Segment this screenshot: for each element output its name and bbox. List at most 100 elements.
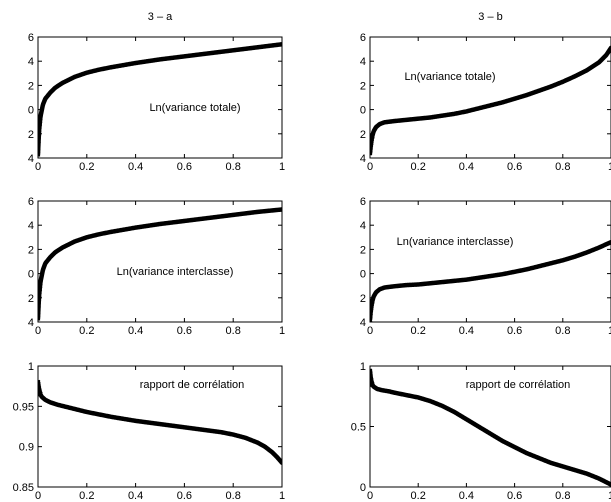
y-tick-label: 2 [28,244,34,256]
x-tick-label: 0.4 [128,161,143,173]
x-marker [38,309,41,315]
y-tick-label: 4 [360,56,366,68]
chart-title: 3 – b [478,11,502,23]
x-tick-label: 1 [608,325,611,337]
x-tick-label: 0.4 [128,325,143,337]
y-tick-label: 2 [360,293,366,305]
y-tick-label: 6 [28,196,34,208]
x-tick-label: 0.2 [79,490,94,502]
x-tick-label: 0.6 [177,161,192,173]
x-marker [38,296,42,302]
x-tick-label: 1 [608,161,611,173]
axes-frame [37,365,283,488]
x-tick-label: 0.8 [555,325,570,337]
x-tick-label: 0.6 [507,490,522,502]
y-tick-label: 2 [360,244,366,256]
x-tick-label: 1 [279,490,285,502]
x-tick-label: 0.4 [128,490,143,502]
start-markers [38,280,43,321]
series-curve [370,368,611,487]
y-tick-label: 4 [28,317,34,329]
x-tick-label: 0.8 [226,161,241,173]
y-tick-label: 4 [28,56,34,68]
y-tick-label: 4 [360,220,366,232]
x-marker [38,316,41,321]
annotation: Ln(variance interclasse) [397,236,514,248]
y-tick-label: 2 [28,129,34,141]
x-marker [38,131,42,137]
y-tick-label: 4 [28,153,34,165]
x-tick-label: 0 [367,490,373,502]
axes-frame [369,36,611,159]
x-marker [38,391,43,397]
y-tick-label: 0 [28,105,34,117]
y-tick-label: 0.95 [13,401,34,413]
annotation: Ln(variance interclasse) [117,266,234,278]
x-marker [370,377,374,383]
panel-6: 0 0.2 0.4 0.6 0.8 1 1 0.5 0 rapport de corrélatio… [351,361,611,502]
y-tick-label: 1 [360,361,366,373]
y-tick-label: 2 [28,293,34,305]
y-tick-label: 0 [360,269,366,281]
x-tick-label: 0.4 [459,325,474,337]
x-marker [370,298,375,304]
x-marker [38,145,41,150]
panel-3: 0 0.2 0.4 0.6 0.8 1 6 4 2 0 2 4 Ln(variance intercla… [28,196,285,337]
x-tick-label: 0.6 [177,490,192,502]
x-tick-label: 1 [279,325,285,337]
y-tick-label: 6 [28,32,34,44]
x-tick-label: 0.6 [507,161,522,173]
start-markers [38,379,43,397]
x-marker [38,302,41,308]
y-tick-label: 0 [360,482,366,494]
y-tick-label: 0.9 [19,442,34,454]
y-tick-label: 1 [28,361,34,373]
series-curve [38,379,282,466]
chart-title: 3 – a [148,11,173,23]
annotation: Ln(variance totale) [149,102,240,114]
x-marker [38,152,41,157]
x-marker [370,313,373,319]
y-tick-label: 0 [28,269,34,281]
start-markers [370,368,375,388]
y-tick-label: 4 [360,153,366,165]
y-tick-label: 4 [28,220,34,232]
annotation: rapport de corrélation [466,379,571,391]
x-tick-label: 0.2 [411,325,426,337]
x-tick-label: 0.2 [79,161,94,173]
x-tick-label: 0 [35,161,41,173]
x-tick-label: 0.4 [459,161,474,173]
panel-1: 3 – a 0 0.2 0.4 0.6 0.8 1 6 4 2 0 2 4 Ln(variance tot… [28,11,285,173]
series-curve [38,42,282,157]
x-marker [370,317,373,322]
x-tick-label: 0.6 [507,325,522,337]
start-markers [38,115,43,157]
x-marker [38,115,43,121]
x-marker [370,133,375,139]
x-tick-label: 0.2 [411,490,426,502]
x-tick-label: 0 [35,490,41,502]
series-curve [38,207,282,321]
x-tick-label: 0 [367,325,373,337]
x-tick-label: 0.2 [79,325,94,337]
x-marker [370,376,374,382]
start-markers [370,133,375,156]
y-tick-label: 2 [28,80,34,92]
start-markers [370,298,375,322]
x-marker [370,134,375,140]
x-tick-label: 0.8 [555,161,570,173]
x-tick-label: 0.2 [411,161,426,173]
y-tick-label: 4 [360,317,366,329]
x-tick-label: 0.6 [177,325,192,337]
axes-frame [37,200,283,323]
series-curve [370,239,611,322]
annotation: rapport de corrélation [140,379,245,391]
y-tick-label: 0.85 [13,482,34,494]
x-tick-label: 0.8 [226,325,241,337]
panel-2: 3 – b 0 0.2 0.4 0.6 0.8 1 6 4 2 0 2 4 Ln(variance tot… [360,11,611,173]
y-tick-label: 6 [360,32,366,44]
y-tick-label: 6 [360,196,366,208]
x-tick-label: 1 [608,490,611,502]
y-tick-label: 0 [360,105,366,117]
